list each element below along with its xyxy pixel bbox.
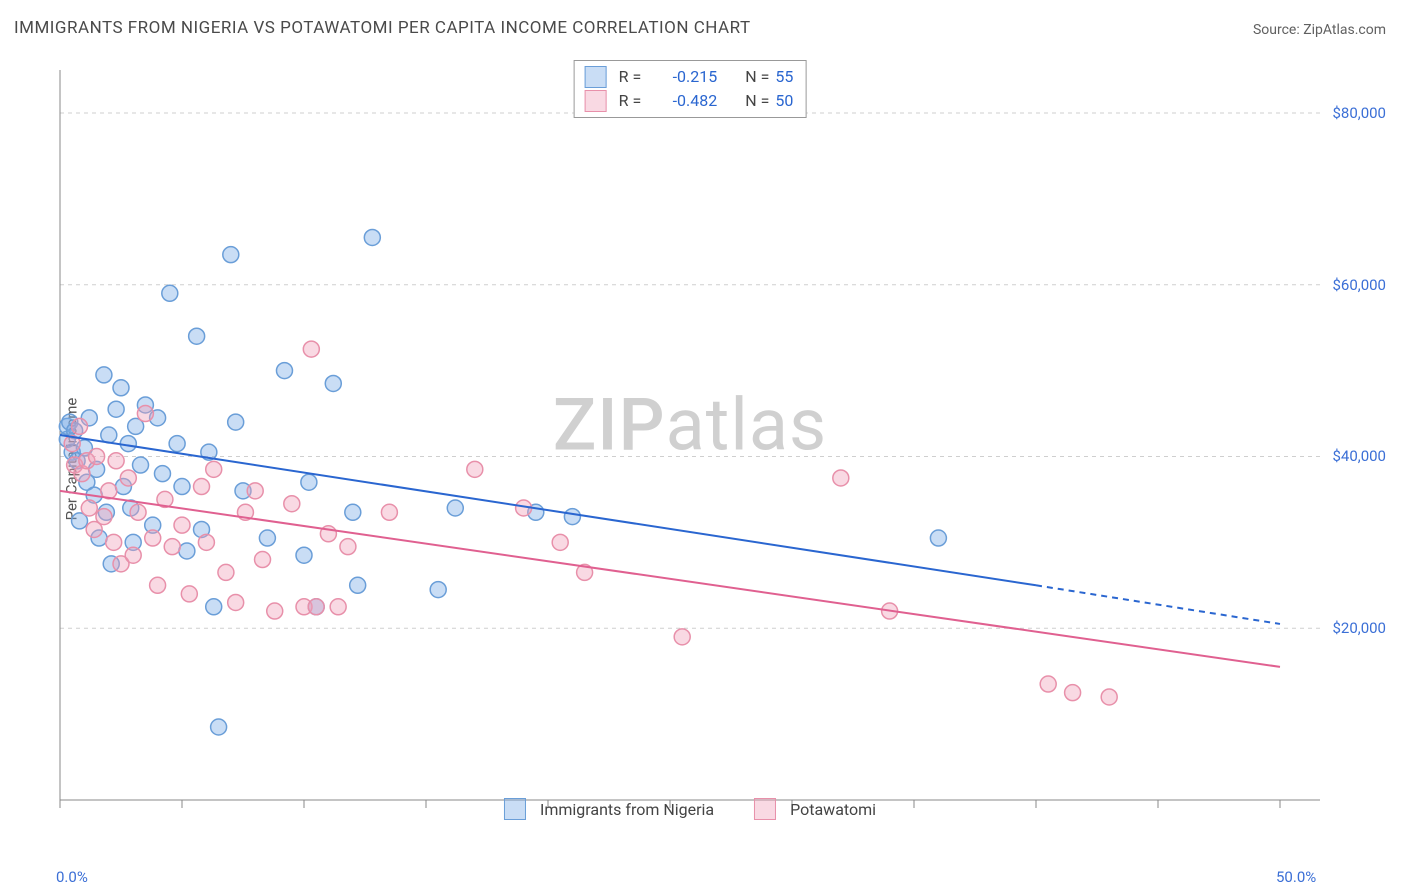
y-tick-label: $80,000 (1332, 104, 1386, 122)
legend-item: Potawatomi (754, 798, 876, 820)
series-legend: Immigrants from Nigeria Potawatomi (504, 798, 876, 820)
source-attribution: Source: ZipAtlas.com (1253, 22, 1386, 38)
legend-swatch (585, 66, 607, 88)
correlation-legend: R =-0.215 N =55 R =-0.482 N =50 (574, 60, 807, 118)
x-tick-label: 50.0% (1276, 868, 1316, 886)
x-tick-label: 0.0% (56, 868, 88, 886)
y-tick-label: $20,000 (1332, 619, 1386, 637)
series-name: Potawatomi (790, 800, 876, 819)
source-label: Source: (1253, 22, 1303, 38)
legend-swatch (504, 798, 526, 820)
correlation-row: R =-0.215 N =55 (585, 65, 794, 89)
legend-item: Immigrants from Nigeria (504, 798, 714, 820)
y-tick-label: $60,000 (1332, 276, 1386, 294)
n-label: N = (745, 89, 769, 113)
r-label: R = (619, 65, 642, 89)
r-label: R = (619, 89, 642, 113)
plot-area: ZIPatlas R =-0.215N =55R =-0.482N =50 Im… (50, 60, 1330, 820)
chart-title: IMMIGRANTS FROM NIGERIA VS POTAWATOMI PE… (14, 18, 751, 38)
y-tick-label: $40,000 (1332, 447, 1386, 465)
chart-container: IMMIGRANTS FROM NIGERIA VS POTAWATOMI PE… (0, 0, 1406, 892)
r-value: -0.482 (647, 89, 717, 113)
r-value: -0.215 (647, 65, 717, 89)
n-label: N = (745, 65, 769, 89)
n-value: 55 (775, 65, 793, 89)
n-value: 50 (775, 89, 793, 113)
legend-swatch (754, 798, 776, 820)
series-name: Immigrants from Nigeria (540, 800, 714, 819)
chart-svg (50, 60, 1330, 820)
source-link[interactable]: ZipAtlas.com (1303, 22, 1386, 38)
legend-swatch (585, 90, 607, 112)
correlation-row: R =-0.482 N =50 (585, 89, 794, 113)
